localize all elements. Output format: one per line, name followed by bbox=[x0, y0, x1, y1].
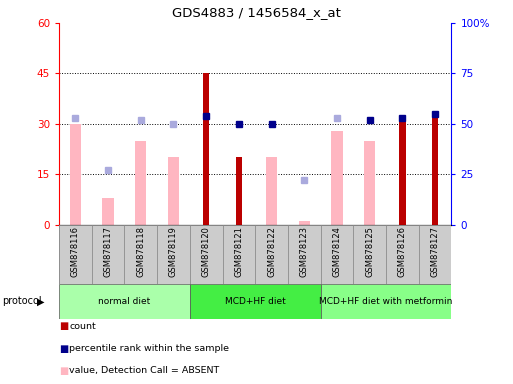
Text: GSM878124: GSM878124 bbox=[332, 227, 342, 277]
Text: count: count bbox=[69, 322, 96, 331]
Bar bbox=[331, 131, 343, 225]
Bar bbox=[419, 225, 451, 284]
Text: GSM878125: GSM878125 bbox=[365, 227, 374, 277]
Text: ■: ■ bbox=[59, 366, 68, 376]
Bar bbox=[190, 225, 223, 284]
Text: GSM878127: GSM878127 bbox=[430, 227, 440, 277]
Text: GDS4883 / 1456584_x_at: GDS4883 / 1456584_x_at bbox=[172, 6, 341, 19]
Bar bbox=[92, 225, 125, 284]
Text: percentile rank within the sample: percentile rank within the sample bbox=[69, 344, 229, 353]
Bar bbox=[124, 225, 157, 284]
Bar bbox=[135, 141, 147, 225]
Bar bbox=[255, 225, 288, 284]
Bar bbox=[432, 114, 438, 225]
Bar bbox=[102, 198, 114, 225]
Text: value, Detection Call = ABSENT: value, Detection Call = ABSENT bbox=[69, 366, 220, 376]
Bar bbox=[59, 284, 190, 319]
Text: GSM878121: GSM878121 bbox=[234, 227, 243, 277]
Bar bbox=[321, 284, 451, 319]
Text: GSM878118: GSM878118 bbox=[136, 227, 145, 277]
Text: normal diet: normal diet bbox=[98, 297, 150, 306]
Text: GSM878119: GSM878119 bbox=[169, 227, 178, 277]
Text: ■: ■ bbox=[59, 321, 68, 331]
Text: ▶: ▶ bbox=[37, 296, 45, 306]
Bar bbox=[353, 225, 386, 284]
Bar bbox=[364, 141, 376, 225]
Bar bbox=[70, 124, 81, 225]
Bar bbox=[321, 225, 353, 284]
Bar bbox=[299, 221, 310, 225]
Bar bbox=[157, 225, 190, 284]
Bar bbox=[168, 157, 179, 225]
Bar bbox=[59, 225, 92, 284]
Bar bbox=[266, 157, 278, 225]
Bar bbox=[223, 225, 255, 284]
Text: ■: ■ bbox=[59, 344, 68, 354]
Bar bbox=[203, 73, 209, 225]
Text: GSM878122: GSM878122 bbox=[267, 227, 276, 277]
Bar bbox=[190, 284, 321, 319]
Bar bbox=[399, 121, 406, 225]
Text: GSM878116: GSM878116 bbox=[71, 227, 80, 277]
Bar bbox=[386, 225, 419, 284]
Text: MCD+HF diet: MCD+HF diet bbox=[225, 297, 286, 306]
Text: MCD+HF diet with metformin: MCD+HF diet with metformin bbox=[320, 297, 452, 306]
Text: GSM878126: GSM878126 bbox=[398, 227, 407, 277]
Text: GSM878117: GSM878117 bbox=[104, 227, 112, 277]
Text: protocol: protocol bbox=[3, 296, 42, 306]
Bar bbox=[235, 157, 242, 225]
Text: GSM878120: GSM878120 bbox=[202, 227, 211, 277]
Text: GSM878123: GSM878123 bbox=[300, 227, 309, 277]
Bar bbox=[288, 225, 321, 284]
